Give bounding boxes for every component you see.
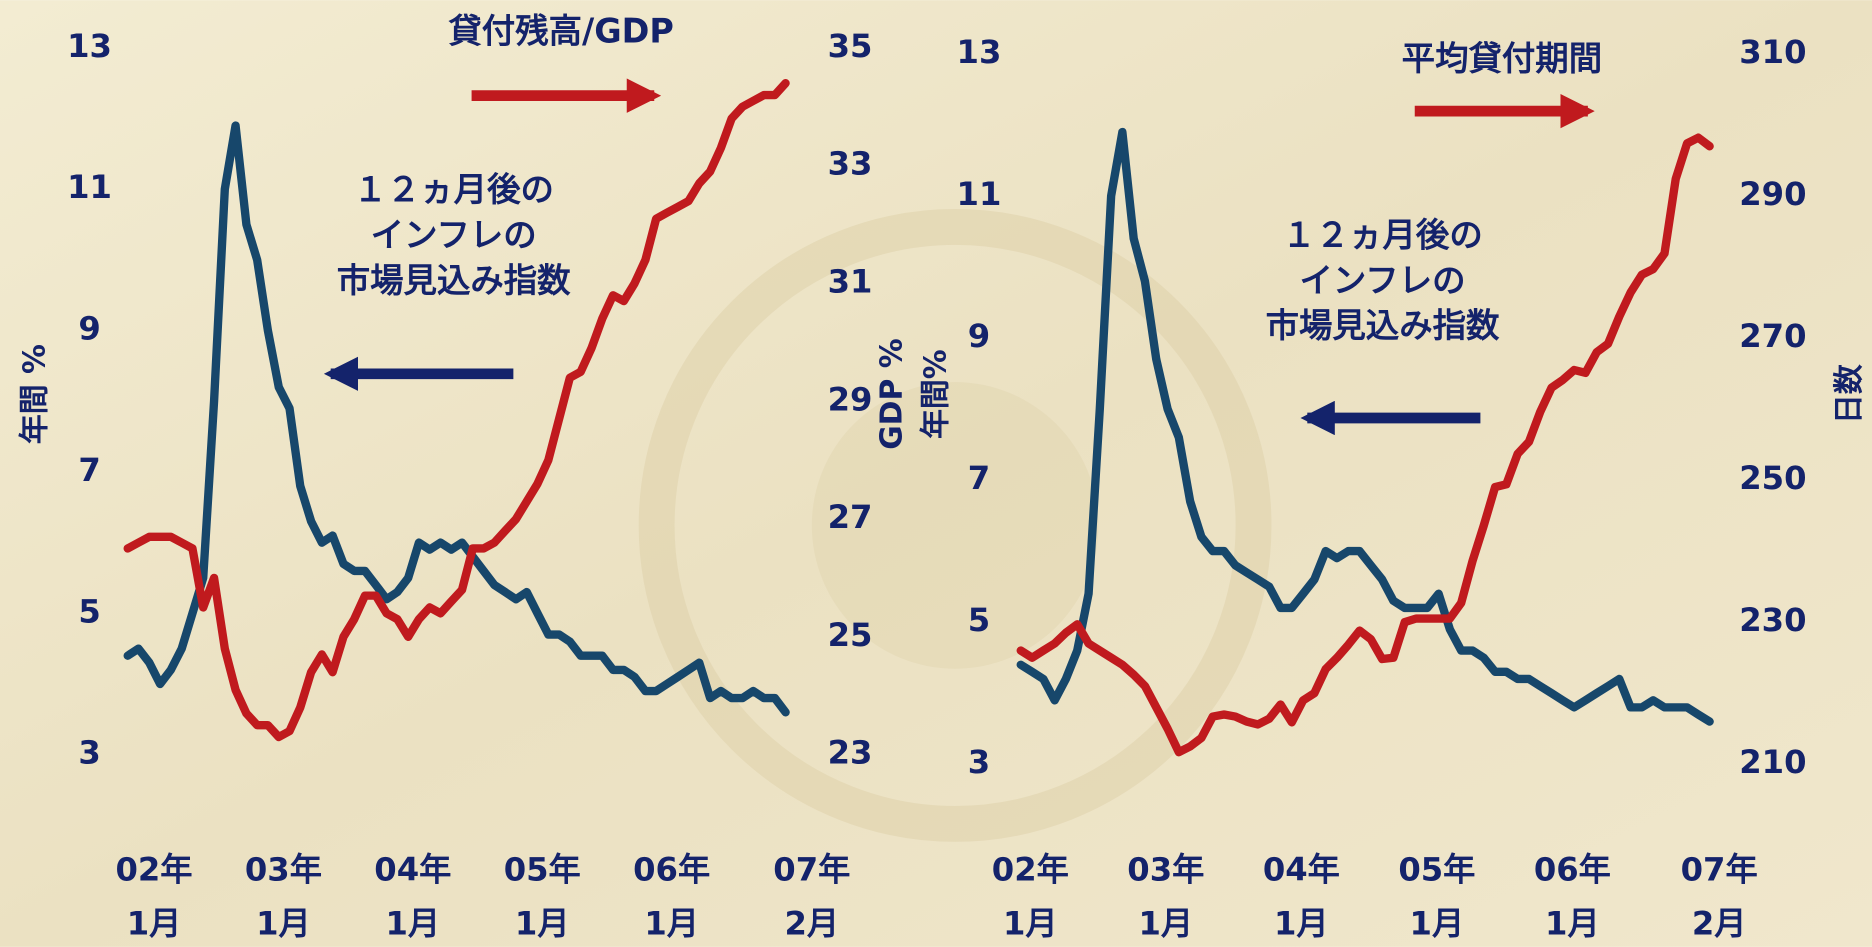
y2-axis-title: GDP %	[875, 338, 910, 449]
series-label: １２ヵ月後のインフレの市場見込み指数	[1266, 215, 1500, 345]
y2-tick-label: 29	[828, 380, 873, 418]
y2-tick-label: 23	[828, 734, 873, 772]
y-tick-label: 9	[968, 317, 990, 355]
y-tick-label: 5	[968, 601, 990, 639]
y2-tick-label: 270	[1739, 317, 1806, 355]
y2-tick-label: 31	[828, 262, 873, 300]
series-label: 貸付残高/GDP	[447, 11, 673, 50]
y2-tick-label: 250	[1739, 459, 1806, 497]
y2-tick-label: 230	[1739, 601, 1806, 639]
y-tick-label: 11	[67, 168, 112, 206]
y2-tick-label: 210	[1739, 743, 1806, 781]
series-label: 平均貸付期間	[1402, 38, 1602, 77]
y2-axis-title: 日数	[1832, 364, 1867, 424]
y2-tick-label: 290	[1739, 175, 1806, 213]
y2-tick-label: 27	[828, 498, 873, 536]
y-axis-title: 年間%	[919, 349, 954, 439]
y2-tick-label: 310	[1739, 33, 1806, 71]
y-tick-label: 11	[957, 175, 1002, 213]
y-axis-title: 年間 %	[17, 344, 52, 444]
y2-tick-label: 33	[828, 145, 873, 183]
y-tick-label: 13	[67, 27, 112, 65]
page: {"chart_data": [ {"type": "line", "ylabe…	[0, 0, 1872, 947]
y-tick-label: 7	[968, 459, 990, 497]
y-tick-label: 13	[957, 33, 1002, 71]
y-tick-label: 7	[78, 451, 100, 489]
y-tick-label: 5	[78, 592, 100, 630]
y2-tick-label: 35	[828, 27, 873, 65]
y-tick-label: 3	[78, 734, 100, 772]
chart: 357911132325272931333502年1月03年1月04年1月05年…	[0, 0, 1872, 947]
y-tick-label: 9	[78, 310, 100, 348]
series-label: １２ヵ月後のインフレの市場見込み指数	[337, 170, 571, 300]
y-tick-label: 3	[968, 743, 990, 781]
y2-tick-label: 25	[828, 616, 873, 654]
